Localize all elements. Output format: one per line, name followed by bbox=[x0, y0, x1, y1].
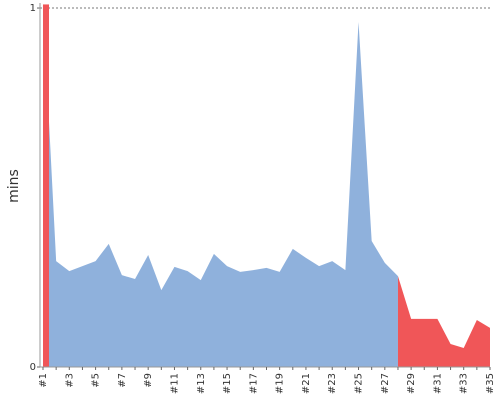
x-tick-label: #9 bbox=[143, 373, 154, 388]
area bbox=[397, 276, 490, 367]
y-axis-label: mins bbox=[6, 169, 22, 203]
x-tick-label: #5 bbox=[91, 373, 102, 388]
x-tick-label: #3 bbox=[64, 373, 75, 388]
x-tick-label: #19 bbox=[275, 373, 286, 394]
x-tick-label: #13 bbox=[196, 373, 207, 394]
x-tick-label: #27 bbox=[380, 373, 391, 394]
x-tick-label: #1 bbox=[38, 373, 49, 388]
y-tick-label: 1 bbox=[30, 3, 36, 14]
x-tick-label: #33 bbox=[459, 373, 470, 394]
x-tick-label: #21 bbox=[301, 373, 312, 394]
area-bar bbox=[43, 4, 49, 368]
x-tick-label: #35 bbox=[485, 373, 496, 394]
y-tick-label: 0 bbox=[30, 362, 36, 373]
x-tick-label: #7 bbox=[117, 373, 128, 388]
x-tick-label: #29 bbox=[406, 373, 417, 394]
x-tick-label: #17 bbox=[248, 373, 259, 394]
x-tick-label: #23 bbox=[327, 373, 338, 394]
x-tick-label: #31 bbox=[432, 373, 443, 394]
x-tick-label: #11 bbox=[169, 373, 180, 394]
x-tick-label: #15 bbox=[222, 373, 233, 394]
x-tick-label: #25 bbox=[354, 373, 365, 394]
area bbox=[43, 4, 398, 368]
